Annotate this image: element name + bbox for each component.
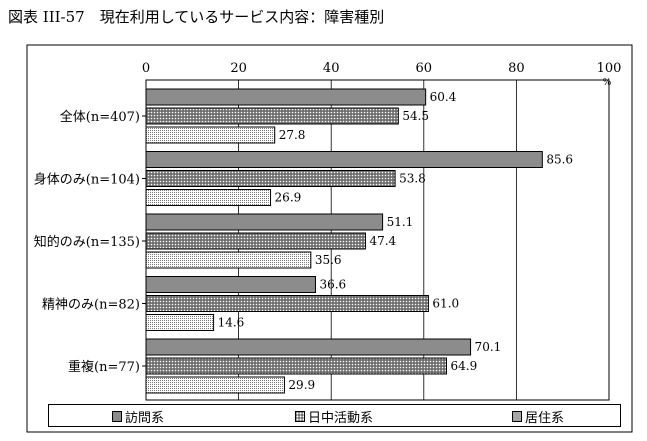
- tick-label: 20: [230, 61, 247, 76]
- legend-label-nichu: 日中活動系: [308, 411, 374, 426]
- data-label: 14.6: [218, 316, 245, 330]
- bar-houmon: [145, 151, 543, 168]
- legend-item-nichu: 日中活動系: [295, 407, 373, 426]
- tick-label: 60: [416, 61, 433, 76]
- data-label: 27.8: [279, 128, 306, 142]
- legend-label-houmon: 訪問系: [125, 411, 165, 426]
- bar-houmon: [145, 338, 472, 356]
- tick-label: 100: [597, 61, 622, 76]
- bar-kyoju: [145, 314, 215, 331]
- bar-kyoju: [145, 251, 312, 269]
- chart-frame: [26, 44, 633, 433]
- bar-nichu: [145, 232, 366, 250]
- bar-nichu: [145, 107, 399, 125]
- data-label: 26.9: [275, 191, 302, 205]
- tick-label: 40: [323, 61, 340, 76]
- data-label: 53.8: [399, 172, 426, 186]
- data-label: 64.9: [450, 359, 477, 373]
- data-label: 29.9: [288, 378, 315, 392]
- bar-kyoju: [145, 126, 276, 144]
- category-label: 重複(n=77): [68, 359, 140, 375]
- category-label: 身体のみ(n=104): [34, 172, 140, 188]
- bar-kyoju: [145, 376, 285, 394]
- figure-title: 図表 III-57 現在利用しているサービス内容：障害種別: [8, 8, 385, 26]
- category-label: 精神のみ(n=82): [42, 298, 140, 313]
- bar-kyoju: [145, 189, 272, 206]
- bar-nichu: [145, 295, 429, 312]
- data-label: 85.6: [546, 153, 573, 167]
- tick-label: 0: [142, 61, 150, 76]
- data-label: 36.6: [319, 278, 346, 292]
- bar-houmon: [145, 88, 427, 106]
- bar-nichu: [145, 170, 396, 187]
- legend-item-kyoju: 居住系: [512, 407, 564, 426]
- category-label: 全体(n=407): [60, 109, 140, 125]
- legend-item-houmon: 訪問系: [112, 407, 164, 426]
- tick-label: 80: [508, 61, 525, 76]
- bar-houmon: [145, 213, 384, 231]
- category-label: 知的のみ(n=135): [34, 234, 140, 250]
- unit-label: %: [603, 78, 612, 88]
- data-label: 35.6: [315, 253, 342, 267]
- data-label: 54.5: [402, 109, 429, 123]
- bar-nichu: [145, 357, 447, 375]
- legend-swatch-nichu: [295, 411, 305, 422]
- legend-label-kyoju: 居住系: [525, 411, 565, 426]
- bar-houmon: [145, 276, 316, 293]
- data-label: 51.1: [387, 215, 414, 229]
- data-label: 60.4: [430, 90, 457, 104]
- data-label: 61.0: [432, 297, 459, 311]
- data-label: 70.1: [475, 340, 502, 354]
- data-label: 47.4: [369, 234, 396, 248]
- legend-swatch-kyoju: [512, 411, 522, 422]
- legend-swatch-houmon: [112, 411, 122, 422]
- legend: 訪問系 日中活動系 居住系: [48, 404, 621, 427]
